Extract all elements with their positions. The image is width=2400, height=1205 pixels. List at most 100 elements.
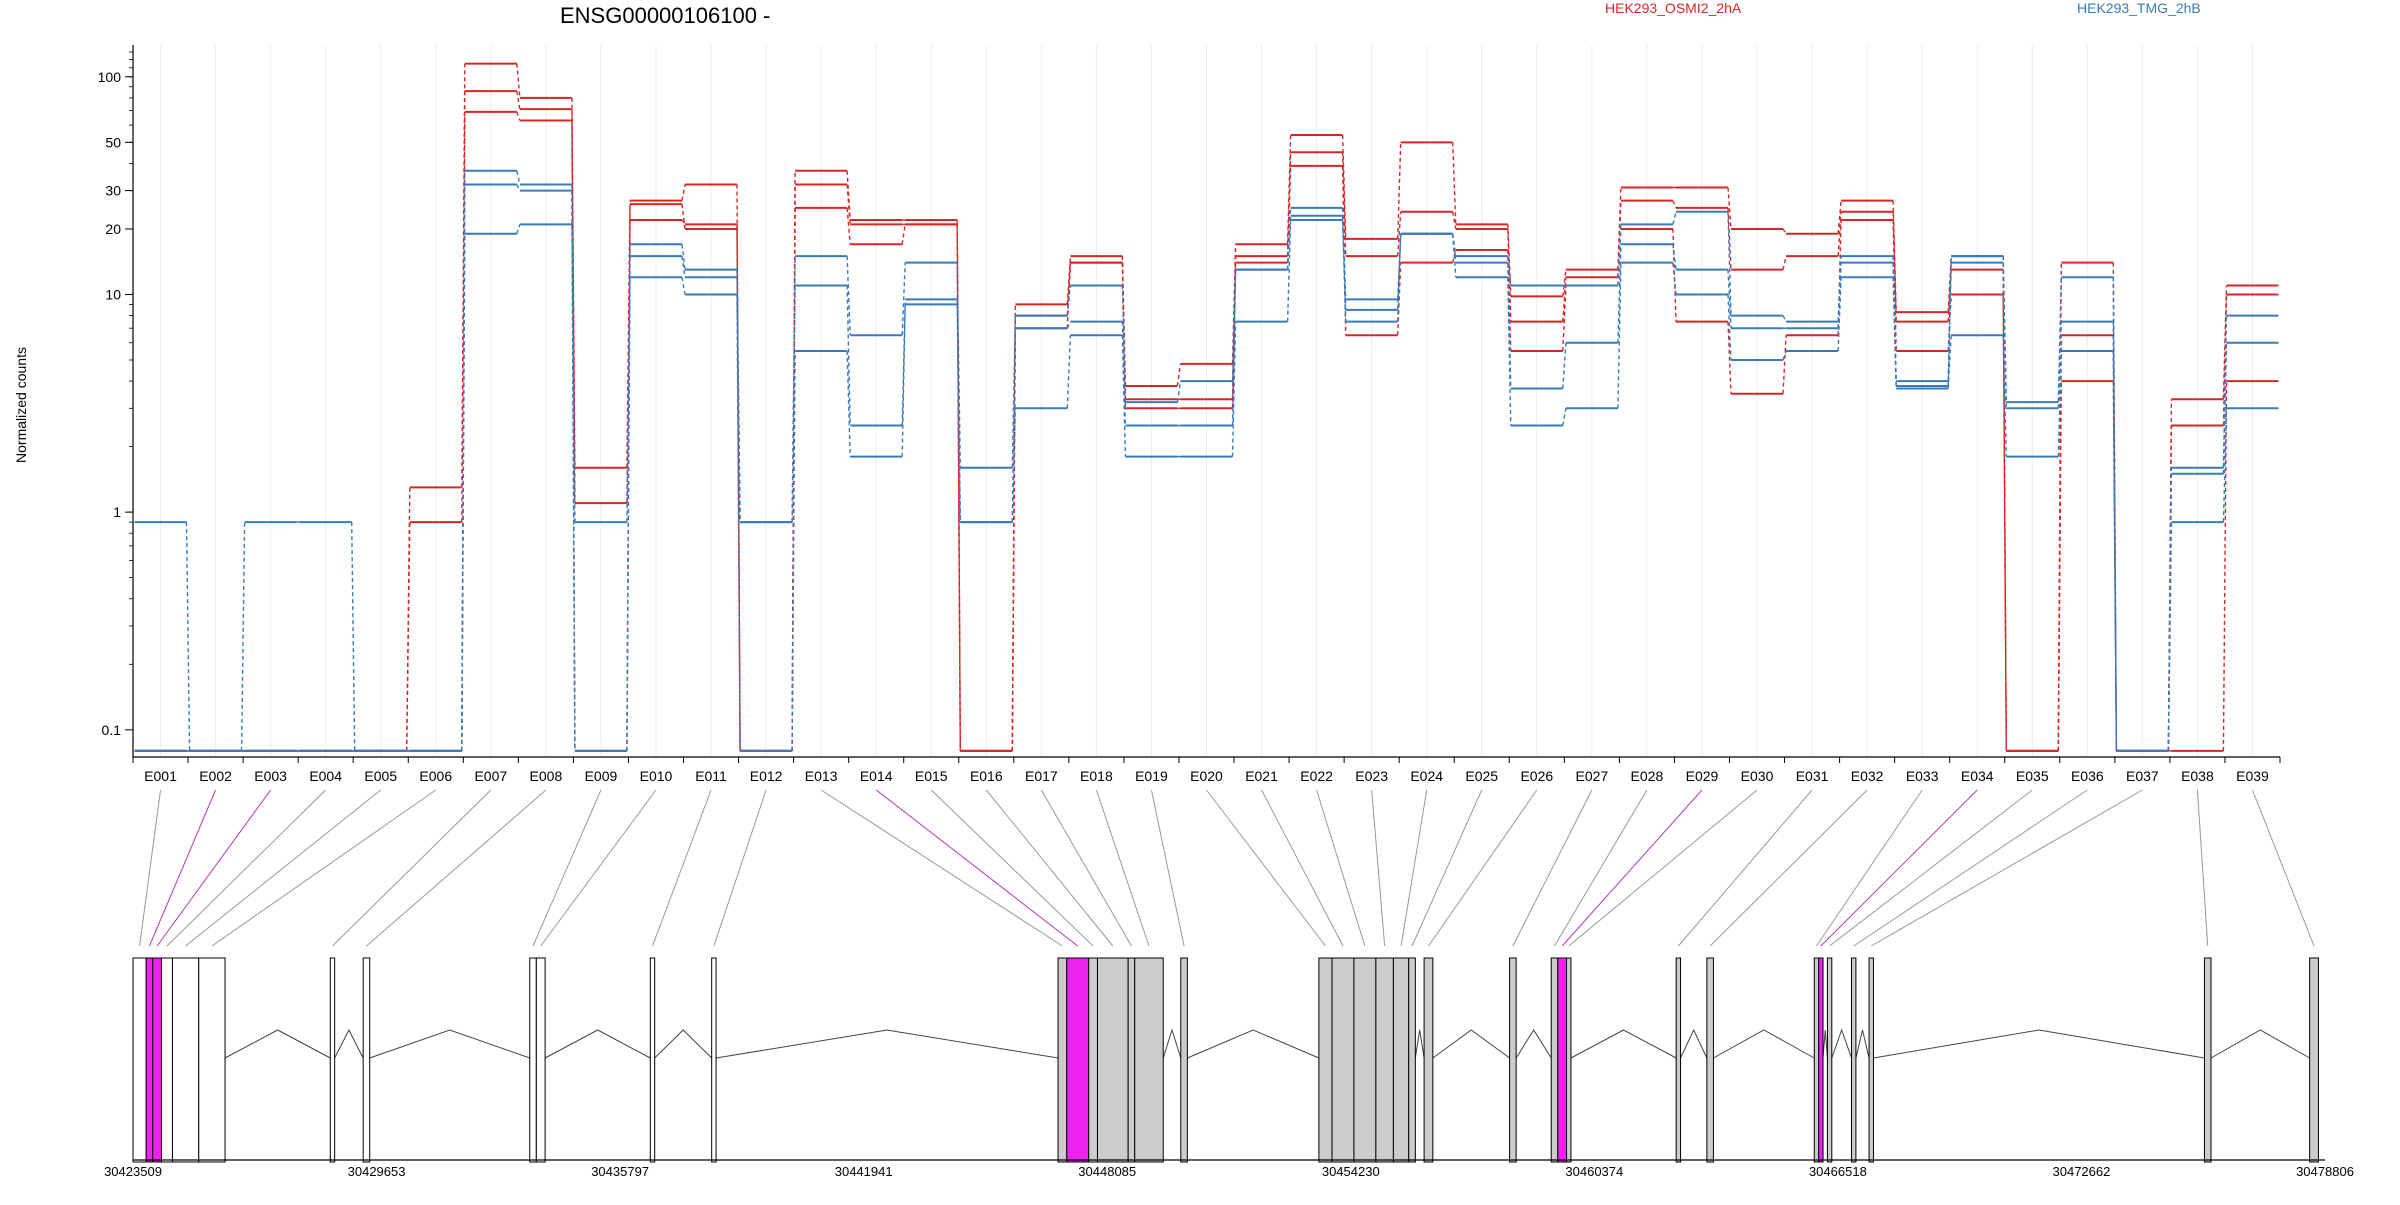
exon-e032: [1706, 957, 1714, 1163]
exon-connector: [652, 789, 712, 947]
exon-connector: [1206, 789, 1326, 947]
intron: [1855, 1029, 1870, 1059]
genomic-coordinate-label: 30460374: [1565, 1164, 1623, 1179]
exon-connector: [139, 789, 162, 947]
x-tick-label: E021: [1245, 768, 1278, 784]
x-tick-label: E016: [970, 768, 1003, 784]
x-tick-label: E014: [860, 768, 893, 784]
intron: [1680, 1028, 1708, 1059]
x-tick-label: E004: [309, 768, 342, 784]
genomic-coordinate-label: 30448085: [1078, 1164, 1136, 1179]
intron: [1570, 1029, 1677, 1059]
exon-connector: [1095, 789, 1150, 947]
series-layer: [134, 62, 2279, 752]
exon-connector: [1820, 789, 1978, 947]
x-tick-label: E035: [2016, 768, 2049, 784]
exon-connector: [540, 789, 657, 947]
genomic-coordinate-label: 30472662: [2053, 1164, 2111, 1179]
genomic-coordinate-label: 30454230: [1322, 1164, 1380, 1179]
intron: [544, 1029, 651, 1059]
intron: [1873, 1029, 2205, 1059]
exon-e038: [2203, 957, 2212, 1163]
x-tick-label: E008: [530, 768, 563, 784]
exon-connector: [930, 789, 1094, 947]
legend-entry-tmg: HEK293_TMG_2hB: [2077, 0, 2201, 16]
x-tick-label: E001: [144, 768, 177, 784]
genomic-coordinate-label: 30423509: [104, 1164, 162, 1179]
x-tick-label: E034: [1961, 768, 1994, 784]
exon-e036: [1851, 957, 1857, 1163]
exon-connector: [185, 789, 382, 947]
exon-e026: [1423, 957, 1434, 1163]
exon-connector: [1400, 789, 1428, 947]
axis-layer: 0.1 1 10 20 30 50 100 E001 E002 E003 E004 E005 E006 E…: [98, 45, 2281, 784]
exon-connector: [1677, 789, 1813, 947]
x-tick-label: E019: [1135, 768, 1168, 784]
intron: [1414, 1029, 1425, 1059]
y-tick-label: 20: [105, 221, 121, 237]
intron: [715, 1029, 1059, 1059]
exon-connector: [156, 789, 272, 947]
exon-connector: [211, 789, 437, 947]
x-tick-label: E006: [419, 768, 452, 784]
exon-e011: [649, 957, 656, 1163]
exon-e037: [1868, 957, 1874, 1163]
x-tick-label: E007: [474, 768, 507, 784]
exon-connector: [1512, 789, 1593, 947]
x-tick-label: E003: [254, 768, 287, 784]
y-tick-label: 30: [105, 183, 121, 199]
intron: [2210, 1029, 2310, 1059]
x-tick-label: E032: [1851, 768, 1884, 784]
series-connector: [186, 219, 2228, 752]
exon-e007: [329, 957, 336, 1163]
intron: [224, 1029, 331, 1059]
intron: [1432, 1029, 1510, 1059]
exon-connector: [985, 789, 1114, 947]
x-tick-label: E036: [2071, 768, 2104, 784]
exon-connector: [1816, 789, 1923, 947]
exon-e033: [1813, 957, 1820, 1163]
genomic-coordinate-label: 30478806: [2296, 1164, 2354, 1179]
exon-connector: [1316, 789, 1366, 947]
exon-e016: [1096, 957, 1129, 1163]
intron: [1515, 1029, 1552, 1059]
exon-e008: [362, 957, 371, 1163]
x-tick-label: E026: [1520, 768, 1553, 784]
x-tick-label: E012: [750, 768, 783, 784]
x-tick-label: E013: [805, 768, 838, 784]
exon-e009: [529, 957, 537, 1163]
x-tick-label: E023: [1355, 768, 1388, 784]
exon-e012: [711, 957, 717, 1163]
chart-title: ENSG00000106100 -: [560, 3, 770, 28]
exon-e014: [1066, 957, 1090, 1163]
gene-model: 30423509 30429653 30435797 30441941 30448085…: [104, 957, 2354, 1179]
exon-e002: [145, 957, 154, 1163]
x-tick-label: E027: [1576, 768, 1609, 784]
x-tick-label: E022: [1300, 768, 1333, 784]
x-tick-label: E038: [2181, 768, 2214, 784]
y-tick-label: 1: [113, 504, 121, 520]
x-tick-label: E009: [585, 768, 618, 784]
y-axis-label: Normalized counts: [13, 347, 29, 463]
exon-e005: [171, 957, 200, 1163]
exon-connector: [1371, 789, 1386, 947]
exon-connector: [1554, 789, 1648, 947]
x-tick-label: E010: [640, 768, 673, 784]
exon-connector: [875, 789, 1079, 947]
exon-e022: [1353, 957, 1377, 1163]
exon-e031: [1675, 957, 1682, 1163]
exon-connector: [1568, 789, 1758, 947]
exon-e027: [1509, 957, 1517, 1163]
exon-connector: [1561, 789, 1703, 947]
exon-connector: [820, 789, 1063, 947]
exon-e030: [1566, 957, 1572, 1163]
intron: [654, 1029, 713, 1059]
exon-connector: [2252, 789, 2315, 947]
intron: [334, 1028, 364, 1059]
x-tick-label: E025: [1465, 768, 1498, 784]
intron: [1162, 1028, 1182, 1059]
y-tick-label: 50: [105, 134, 121, 150]
exon-e010: [535, 957, 546, 1163]
exon-e013: [1057, 957, 1068, 1163]
